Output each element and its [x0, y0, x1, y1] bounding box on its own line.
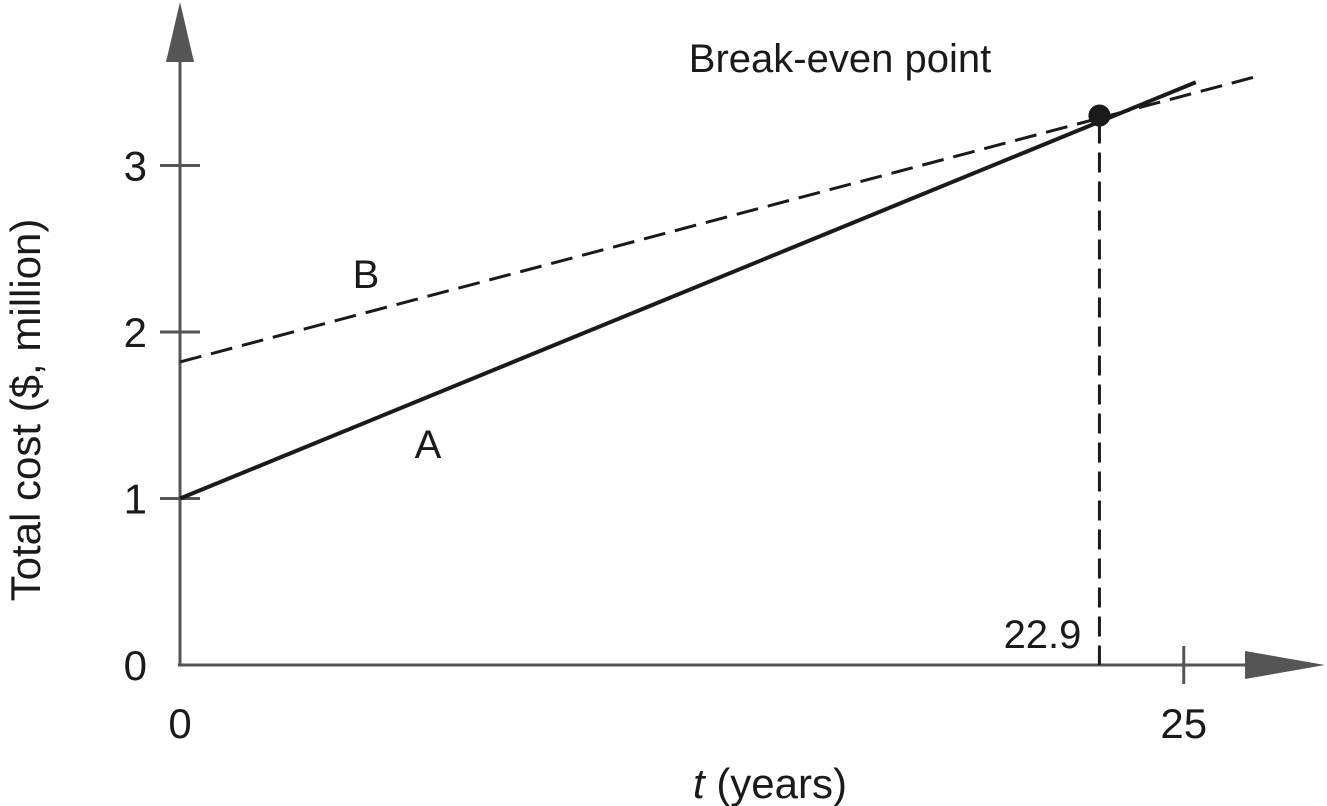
y-tick-label: 0: [124, 642, 147, 689]
break-even-x-value-label: 22.9: [1004, 613, 1082, 657]
y-tick-label: 2: [124, 309, 147, 356]
x-axis-arrowhead: [1245, 651, 1325, 679]
x-axis-title-variable: t: [693, 760, 707, 806]
y-axis-title: Total cost ($, million): [2, 219, 49, 602]
y-tick-label: 1: [124, 476, 147, 523]
series-layer: [179, 74, 1261, 501]
x-axis-title: t (years): [693, 760, 847, 806]
break-even-label: Break-even point: [689, 37, 991, 81]
series-a-label: A: [415, 423, 442, 467]
series-line-a: [179, 80, 1197, 501]
axis-ticks: 0 1 2 3 0 25: [124, 143, 1207, 748]
break-even-point-marker: [1088, 104, 1111, 127]
series-b-label: B: [353, 253, 380, 297]
y-tick-label: 3: [124, 143, 147, 190]
y-axis-arrowhead: [166, 2, 194, 62]
x-tick-label: 0: [168, 700, 191, 747]
x-axis-title-unit: (years): [705, 760, 847, 806]
x-tick-label: 25: [1160, 700, 1207, 747]
series-line-b: [179, 74, 1261, 364]
